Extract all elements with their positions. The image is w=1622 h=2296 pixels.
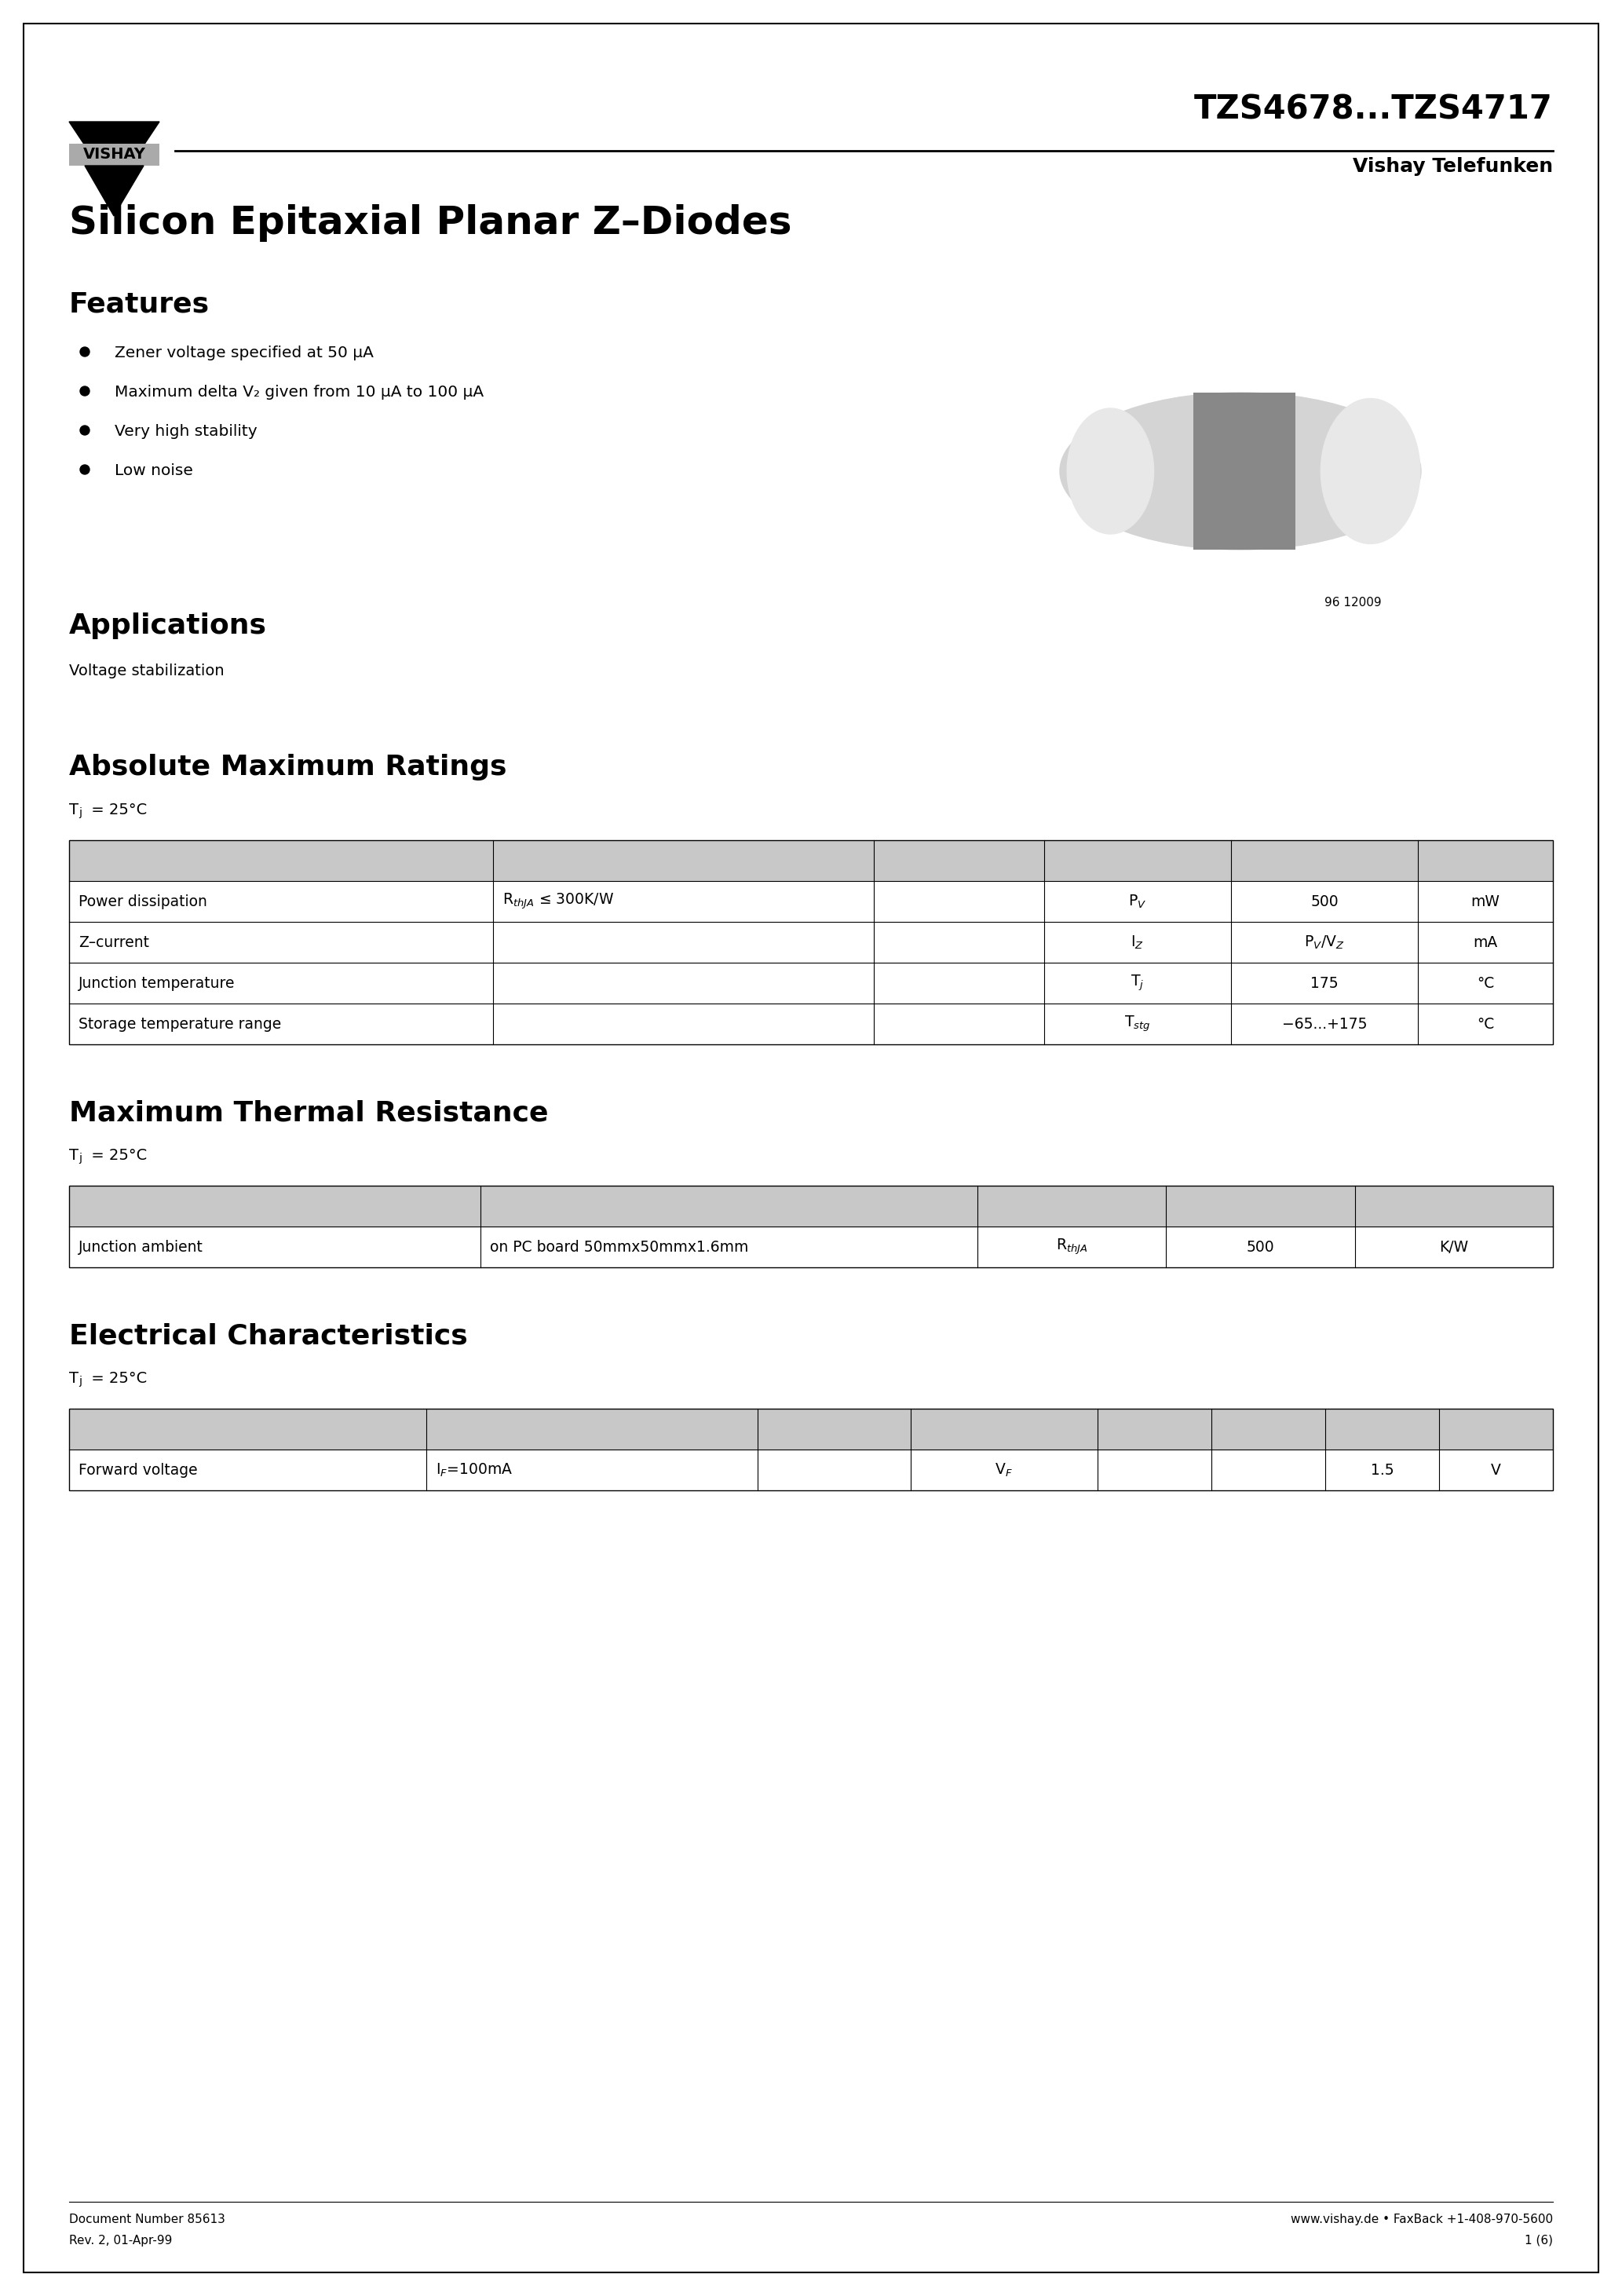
Text: Min: Min <box>1142 1421 1168 1437</box>
Polygon shape <box>1194 393 1296 549</box>
Text: P$_V$/V$_Z$: P$_V$/V$_Z$ <box>1304 934 1345 951</box>
Ellipse shape <box>1067 409 1153 535</box>
Text: Silicon Epitaxial Planar Z–Diodes: Silicon Epitaxial Planar Z–Diodes <box>70 204 792 241</box>
Bar <box>70 145 159 165</box>
Text: Maximum delta V₂ given from 10 μA to 100 μA: Maximum delta V₂ given from 10 μA to 100… <box>115 386 483 400</box>
Text: Value: Value <box>1241 1199 1281 1215</box>
Text: K/W: K/W <box>1439 1240 1468 1254</box>
Text: Symbol: Symbol <box>1045 1199 1100 1215</box>
Text: = 25°C: = 25°C <box>86 1371 148 1387</box>
Text: 96 12009: 96 12009 <box>1325 597 1382 608</box>
Circle shape <box>79 464 89 475</box>
Text: VISHAY: VISHAY <box>83 147 146 163</box>
Text: mW: mW <box>1471 893 1500 909</box>
Text: T: T <box>70 1371 78 1387</box>
Text: V$_F$: V$_F$ <box>994 1463 1012 1479</box>
Text: T$_{stg}$: T$_{stg}$ <box>1124 1015 1150 1033</box>
Text: = 25°C: = 25°C <box>86 804 148 817</box>
Text: Parameter: Parameter <box>243 854 320 868</box>
Text: Parameter: Parameter <box>209 1421 285 1437</box>
Circle shape <box>79 347 89 356</box>
Text: Unit: Unit <box>1439 1199 1470 1215</box>
Text: Z–current: Z–current <box>78 934 149 951</box>
Text: 1.5: 1.5 <box>1371 1463 1393 1476</box>
Text: Test Conditions: Test Conditions <box>673 1199 785 1215</box>
Text: R$_{thJA}$: R$_{thJA}$ <box>1056 1238 1088 1256</box>
Text: Power dissipation: Power dissipation <box>78 893 208 909</box>
Text: TZS4678...TZS4717: TZS4678...TZS4717 <box>1194 92 1552 126</box>
Bar <box>70 1185 1552 1267</box>
Text: www.vishay.de • FaxBack +1-408-970-5600: www.vishay.de • FaxBack +1-408-970-5600 <box>1291 2213 1552 2225</box>
Circle shape <box>79 425 89 434</box>
Text: Parameter: Parameter <box>237 1199 313 1215</box>
Text: Forward voltage: Forward voltage <box>78 1463 198 1476</box>
Text: Zener voltage specified at 50 μA: Zener voltage specified at 50 μA <box>115 344 373 360</box>
Text: Symbol: Symbol <box>1109 854 1165 868</box>
Text: j: j <box>78 808 81 817</box>
Text: Very high stability: Very high stability <box>115 425 258 439</box>
Text: Max: Max <box>1367 1421 1398 1437</box>
Text: Voltage stabilization: Voltage stabilization <box>70 664 224 677</box>
Text: Unit: Unit <box>1481 1421 1512 1437</box>
Text: j: j <box>78 1153 81 1164</box>
Text: T: T <box>70 804 78 817</box>
Ellipse shape <box>1320 400 1421 544</box>
Text: Maximum Thermal Resistance: Maximum Thermal Resistance <box>70 1100 548 1125</box>
Text: mA: mA <box>1473 934 1497 951</box>
Text: on PC board 50mmx50mmx1.6mm: on PC board 50mmx50mmx1.6mm <box>490 1240 748 1254</box>
Text: Test Conditions: Test Conditions <box>628 854 740 868</box>
Text: Unit: Unit <box>1471 854 1500 868</box>
Text: = 25°C: = 25°C <box>86 1148 148 1162</box>
Text: Features: Features <box>70 292 209 317</box>
Text: Storage temperature range: Storage temperature range <box>78 1017 281 1031</box>
Bar <box>70 1410 1552 1490</box>
Text: −65...+175: −65...+175 <box>1281 1017 1367 1031</box>
Circle shape <box>79 386 89 395</box>
Polygon shape <box>70 122 159 145</box>
Text: 500: 500 <box>1247 1240 1275 1254</box>
Text: T: T <box>70 1148 78 1162</box>
Text: R$_{thJA}$ ≤ 300K/W: R$_{thJA}$ ≤ 300K/W <box>503 891 615 912</box>
Text: Applications: Applications <box>70 613 268 638</box>
Text: Symbol: Symbol <box>976 1421 1032 1437</box>
Text: V: V <box>1491 1463 1500 1476</box>
Text: °C: °C <box>1476 1017 1494 1031</box>
Bar <box>70 1410 1552 1449</box>
Text: Junction ambient: Junction ambient <box>78 1240 203 1254</box>
Bar <box>70 840 1552 882</box>
Text: 1 (6): 1 (6) <box>1525 2234 1552 2245</box>
Text: Document Number 85613: Document Number 85613 <box>70 2213 225 2225</box>
Text: Vishay Telefunken: Vishay Telefunken <box>1353 156 1552 177</box>
Text: Low noise: Low noise <box>115 464 193 478</box>
Text: 175: 175 <box>1311 976 1338 990</box>
Text: Rev. 2, 01-Apr-99: Rev. 2, 01-Apr-99 <box>70 2234 172 2245</box>
Text: I$_Z$: I$_Z$ <box>1131 934 1144 951</box>
Text: Value: Value <box>1304 854 1345 868</box>
Text: I$_F$=100mA: I$_F$=100mA <box>435 1463 513 1479</box>
Text: Type: Type <box>942 854 976 868</box>
Text: P$_V$: P$_V$ <box>1129 893 1147 909</box>
Bar <box>70 840 1552 1045</box>
Text: Type: Type <box>817 1421 852 1437</box>
Polygon shape <box>84 165 144 216</box>
Text: T$_j$: T$_j$ <box>1131 974 1144 992</box>
Ellipse shape <box>1059 393 1421 549</box>
Text: Typ: Typ <box>1255 1421 1281 1437</box>
Text: Junction temperature: Junction temperature <box>78 976 235 990</box>
Text: Electrical Characteristics: Electrical Characteristics <box>70 1322 467 1350</box>
Text: Absolute Maximum Ratings: Absolute Maximum Ratings <box>70 753 506 781</box>
Text: 500: 500 <box>1311 893 1338 909</box>
Text: °C: °C <box>1476 976 1494 990</box>
Bar <box>70 1185 1552 1226</box>
Text: j: j <box>78 1375 81 1387</box>
Text: Test Conditions: Test Conditions <box>537 1421 647 1437</box>
